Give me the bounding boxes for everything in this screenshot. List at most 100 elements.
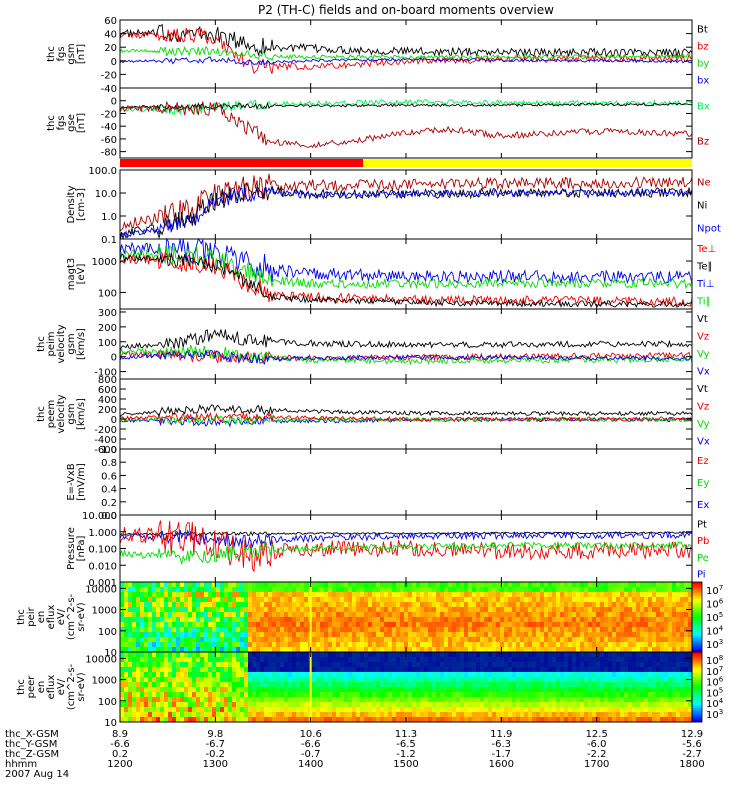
spectrogram-cell bbox=[376, 612, 381, 618]
legend-density-Ni: Ni bbox=[697, 201, 707, 212]
spectrogram-cell bbox=[136, 672, 141, 678]
spectrogram-cell bbox=[384, 602, 389, 608]
spectrogram-cell bbox=[336, 607, 341, 613]
spectrogram-cell bbox=[436, 697, 441, 703]
spectrogram-cell bbox=[392, 687, 397, 693]
spectrogram-cell bbox=[392, 632, 397, 638]
spectrogram-cell bbox=[624, 687, 629, 693]
spectrogram-cell bbox=[664, 717, 669, 723]
spectrogram-cell bbox=[252, 582, 257, 588]
colorbar-swatch bbox=[692, 605, 702, 609]
spectrogram-cell bbox=[672, 677, 677, 683]
spectrogram-cell bbox=[264, 657, 269, 663]
spectrogram-cell bbox=[220, 642, 225, 648]
spectrogram-cell bbox=[268, 657, 273, 663]
spectrogram-cell bbox=[164, 652, 169, 658]
spectrogram-cell bbox=[140, 662, 145, 668]
spectrogram-cell bbox=[224, 667, 229, 673]
spectrogram-cell bbox=[544, 617, 549, 623]
spectrogram-cell bbox=[612, 602, 617, 608]
spectrogram-cell bbox=[436, 707, 441, 713]
spectrogram-cell bbox=[496, 627, 501, 633]
spectrogram-cell bbox=[596, 677, 601, 683]
spectrogram-cell bbox=[512, 662, 517, 668]
spectrogram-cell bbox=[580, 697, 585, 703]
spectrogram-cell bbox=[156, 717, 161, 723]
spectrogram-cell bbox=[276, 607, 281, 613]
spectrogram-cell bbox=[292, 717, 297, 723]
spectrogram-cell bbox=[220, 662, 225, 668]
spectrogram-cell bbox=[132, 657, 137, 663]
spectrogram-cell bbox=[592, 672, 597, 678]
series-pressure-Pe bbox=[119, 540, 693, 565]
y-tick-label: -40 bbox=[101, 84, 117, 95]
spectrogram-cell bbox=[136, 607, 141, 613]
spectrogram-cell bbox=[564, 697, 569, 703]
spectrogram-cell bbox=[560, 637, 565, 643]
spectrogram-cell bbox=[448, 672, 453, 678]
spectrogram-cell bbox=[548, 687, 553, 693]
spectrogram-cell bbox=[448, 637, 453, 643]
spectrogram-cell bbox=[496, 717, 501, 723]
spectrogram-cell bbox=[608, 682, 613, 688]
spectrogram-cell bbox=[436, 612, 441, 618]
spectrogram-cell bbox=[140, 692, 145, 698]
spectrogram-cell bbox=[348, 667, 353, 673]
spectrogram-cell bbox=[352, 692, 357, 698]
spectrogram-cell bbox=[164, 632, 169, 638]
spectrogram-cell bbox=[280, 657, 285, 663]
spectrogram-cell bbox=[520, 712, 525, 718]
spectrogram-cell bbox=[384, 702, 389, 708]
spectrogram-cell bbox=[136, 647, 141, 653]
series-velocity-peem-Vt bbox=[119, 403, 693, 418]
spectrogram-cell bbox=[232, 657, 237, 663]
spectrogram-cell bbox=[256, 647, 261, 653]
spectrogram-cell bbox=[684, 662, 689, 668]
spectrogram-cell bbox=[428, 697, 433, 703]
spectrogram-cell bbox=[268, 642, 273, 648]
spectrogram-cell bbox=[228, 712, 233, 718]
spectrogram-cell bbox=[212, 647, 217, 653]
spectrogram-cell bbox=[280, 587, 285, 593]
spectrogram-cell bbox=[284, 622, 289, 628]
footer-value: -0.7 bbox=[301, 749, 321, 760]
spectrogram-cell bbox=[476, 617, 481, 623]
spectrogram-cell bbox=[228, 692, 233, 698]
spectrogram-cell bbox=[320, 647, 325, 653]
spectrogram-cell bbox=[124, 627, 129, 633]
spectrogram-cell bbox=[564, 627, 569, 633]
spectrogram-cell bbox=[216, 687, 221, 693]
spectrogram-cell bbox=[292, 602, 297, 608]
spectrogram-cell bbox=[524, 677, 529, 683]
spectrogram-cell bbox=[192, 707, 197, 713]
spectrogram-cell bbox=[132, 667, 137, 673]
spectrogram-cell bbox=[640, 637, 645, 643]
spectrogram-cell bbox=[664, 687, 669, 693]
spectrogram-cell bbox=[320, 592, 325, 598]
spectrogram-cell bbox=[144, 657, 149, 663]
spectrogram-cell bbox=[512, 697, 517, 703]
spectrogram-cell bbox=[304, 582, 309, 588]
spectrogram-cell bbox=[228, 622, 233, 628]
spectrogram-cell bbox=[636, 622, 641, 628]
spectrogram-cell bbox=[464, 627, 469, 633]
spectrogram-cell bbox=[472, 717, 477, 723]
spectrogram-cell bbox=[244, 622, 249, 628]
spectrogram-cell bbox=[416, 587, 421, 593]
spectrogram-cell bbox=[356, 587, 361, 593]
spectrogram-cell bbox=[592, 712, 597, 718]
spectrogram-cell bbox=[168, 717, 173, 723]
spectrogram-cell bbox=[364, 692, 369, 698]
spectrogram-cell bbox=[536, 592, 541, 598]
colorbar-swatch bbox=[692, 696, 702, 700]
spectrogram-cell bbox=[328, 632, 333, 638]
spectrogram-cell bbox=[376, 622, 381, 628]
spectrogram-cell bbox=[616, 587, 621, 593]
spectrogram-cell bbox=[496, 582, 501, 588]
y-tick-label: 0.100 bbox=[88, 545, 117, 556]
spectrogram-cell bbox=[276, 592, 281, 598]
spectrogram-cell bbox=[496, 667, 501, 673]
spectrogram-cell bbox=[560, 647, 565, 653]
spectrogram-cell bbox=[212, 587, 217, 593]
